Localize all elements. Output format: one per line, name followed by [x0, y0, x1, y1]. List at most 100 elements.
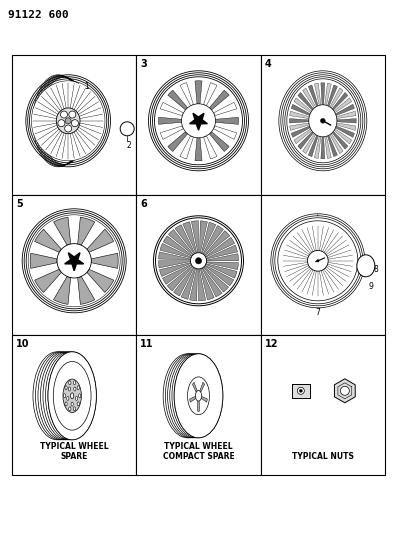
Polygon shape: [216, 117, 239, 124]
Polygon shape: [158, 252, 191, 260]
Text: 2: 2: [127, 141, 131, 150]
Circle shape: [60, 111, 67, 118]
Polygon shape: [206, 264, 237, 278]
Ellipse shape: [174, 354, 223, 438]
Polygon shape: [325, 136, 331, 158]
Polygon shape: [200, 396, 207, 402]
Polygon shape: [190, 113, 207, 130]
Polygon shape: [204, 266, 229, 292]
Polygon shape: [314, 136, 321, 158]
Polygon shape: [200, 221, 207, 253]
Polygon shape: [78, 277, 95, 304]
Polygon shape: [214, 126, 237, 139]
Polygon shape: [325, 83, 331, 106]
Ellipse shape: [31, 81, 105, 161]
Text: 12: 12: [265, 339, 278, 349]
Polygon shape: [167, 266, 193, 291]
Polygon shape: [160, 244, 191, 258]
Polygon shape: [289, 118, 309, 123]
Polygon shape: [206, 254, 239, 261]
Ellipse shape: [63, 379, 81, 413]
Polygon shape: [328, 85, 337, 107]
Polygon shape: [290, 111, 309, 119]
Polygon shape: [203, 225, 224, 254]
Polygon shape: [168, 132, 188, 151]
Ellipse shape: [73, 381, 75, 385]
Polygon shape: [209, 132, 229, 151]
Ellipse shape: [357, 255, 375, 277]
Circle shape: [58, 120, 65, 127]
Ellipse shape: [75, 397, 78, 400]
Ellipse shape: [69, 407, 71, 411]
Ellipse shape: [289, 81, 357, 161]
Ellipse shape: [64, 394, 66, 398]
Polygon shape: [336, 111, 356, 119]
Polygon shape: [200, 269, 214, 300]
Polygon shape: [78, 217, 95, 245]
Ellipse shape: [73, 407, 75, 411]
Bar: [12, 195, 136, 335]
Text: 1: 1: [67, 78, 89, 91]
Circle shape: [156, 79, 241, 163]
Polygon shape: [308, 85, 318, 107]
Bar: [136, 335, 261, 475]
Polygon shape: [199, 382, 204, 394]
Polygon shape: [298, 132, 314, 149]
Polygon shape: [332, 132, 348, 149]
Circle shape: [280, 223, 356, 299]
Polygon shape: [314, 83, 321, 106]
Polygon shape: [191, 221, 198, 253]
Ellipse shape: [48, 352, 96, 440]
Circle shape: [65, 125, 72, 132]
Polygon shape: [335, 104, 355, 116]
Ellipse shape: [195, 391, 202, 401]
Circle shape: [69, 111, 76, 118]
Ellipse shape: [187, 377, 210, 415]
Polygon shape: [336, 123, 356, 131]
Circle shape: [340, 386, 349, 395]
Polygon shape: [303, 88, 316, 108]
Polygon shape: [294, 129, 312, 144]
Circle shape: [299, 389, 303, 392]
Polygon shape: [175, 225, 195, 254]
Polygon shape: [183, 222, 197, 253]
Ellipse shape: [68, 387, 71, 391]
Polygon shape: [334, 98, 352, 112]
Text: 3: 3: [140, 59, 147, 69]
Polygon shape: [204, 136, 217, 159]
Polygon shape: [294, 98, 312, 112]
Polygon shape: [158, 261, 191, 268]
Text: 9: 9: [368, 282, 373, 291]
Circle shape: [308, 251, 328, 271]
Circle shape: [297, 387, 304, 394]
Polygon shape: [35, 269, 62, 293]
Circle shape: [65, 118, 71, 124]
Polygon shape: [35, 229, 62, 252]
Polygon shape: [158, 117, 181, 124]
Ellipse shape: [53, 361, 91, 430]
Ellipse shape: [71, 393, 74, 399]
Circle shape: [316, 260, 319, 262]
Polygon shape: [206, 237, 235, 257]
Polygon shape: [180, 83, 193, 106]
Polygon shape: [197, 399, 200, 411]
Text: 5: 5: [16, 199, 23, 209]
Polygon shape: [65, 253, 84, 271]
Polygon shape: [204, 83, 217, 106]
Bar: [261, 55, 385, 195]
Text: TYPICAL WHEEL
SPARE: TYPICAL WHEEL SPARE: [40, 442, 108, 461]
Polygon shape: [332, 92, 348, 110]
Polygon shape: [87, 229, 114, 252]
Polygon shape: [337, 118, 356, 123]
Polygon shape: [54, 217, 71, 245]
Ellipse shape: [56, 108, 80, 134]
Text: TYPICAL NUTS: TYPICAL NUTS: [292, 452, 354, 461]
Polygon shape: [162, 264, 191, 284]
Polygon shape: [205, 265, 234, 286]
Ellipse shape: [67, 397, 69, 400]
Polygon shape: [334, 129, 352, 144]
Bar: [12, 335, 136, 475]
Polygon shape: [321, 83, 325, 105]
Circle shape: [191, 253, 206, 269]
Polygon shape: [190, 396, 197, 402]
